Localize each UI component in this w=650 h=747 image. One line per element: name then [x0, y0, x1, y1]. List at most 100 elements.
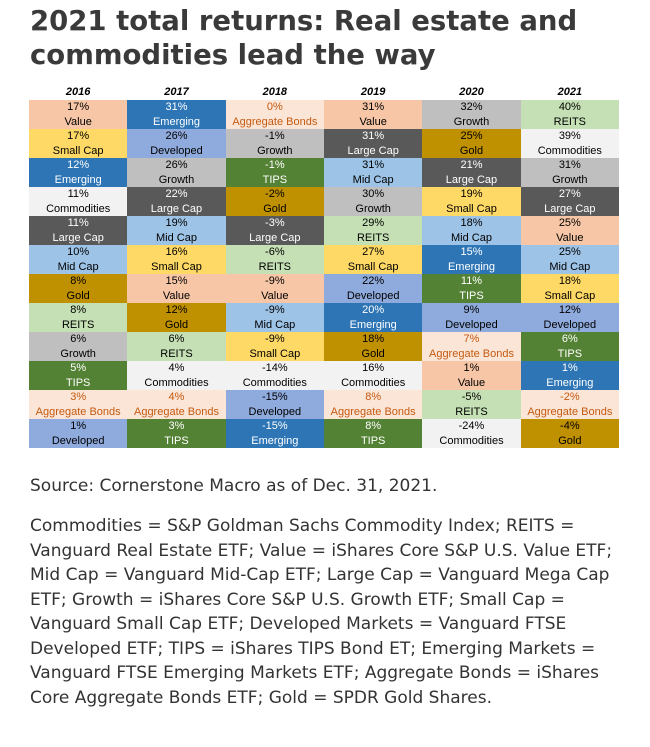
asset-class-label: Small Cap — [151, 261, 202, 273]
asset-class-label: Developed — [346, 290, 400, 302]
asset-class-label: Value — [457, 377, 486, 389]
return-value: 21% — [460, 159, 483, 171]
return-value: 15% — [165, 275, 188, 287]
return-cell: 11% Large Cap — [29, 216, 128, 245]
year-header-2020: 2020 — [459, 86, 484, 98]
return-cell: 22% Developed — [324, 274, 423, 303]
return-cell: 25% Gold — [422, 129, 521, 158]
return-value: 8% — [365, 391, 382, 403]
return-value: 8% — [70, 304, 87, 316]
asset-class-label: REITS — [455, 406, 488, 418]
asset-class-label: Mid Cap — [352, 174, 394, 186]
return-value: 40% — [558, 101, 581, 113]
return-cell: 19% Small Cap — [422, 187, 521, 216]
source-note: Source: Cornerstone Macro as of Dec. 31,… — [30, 476, 438, 496]
return-cell: 10% Mid Cap — [29, 245, 128, 274]
return-value: 7% — [463, 333, 480, 345]
return-cell: 1% Emerging — [520, 361, 619, 390]
return-value: 27% — [362, 246, 385, 258]
asset-class-label: Value — [556, 232, 584, 244]
return-cell: 19% Mid Cap — [127, 216, 226, 245]
return-cell: 18% Small Cap — [520, 274, 619, 303]
asset-class-label: Large Cap — [347, 145, 399, 157]
return-value: 22% — [362, 275, 385, 287]
asset-class-label: Developed — [150, 145, 203, 157]
year-header-2021: 2021 — [557, 86, 583, 98]
asset-class-label: Mid Cap — [254, 319, 296, 331]
return-value: 3% — [70, 391, 87, 403]
asset-class-label: Large Cap — [544, 203, 596, 215]
asset-class-label: Mid Cap — [156, 232, 197, 244]
return-value: -9% — [265, 304, 285, 316]
asset-class-label: Value — [359, 116, 387, 128]
return-cell: 18% Gold — [324, 332, 423, 361]
return-cell: 17% Value — [29, 100, 128, 129]
return-cell: 31% Emerging — [127, 100, 226, 129]
return-value: 32% — [460, 101, 483, 113]
year-header-2018: 2018 — [262, 86, 288, 98]
return-cell: 25% Mid Cap — [520, 245, 619, 274]
return-value: 19% — [165, 217, 188, 229]
return-cell: 30% Growth — [324, 187, 423, 216]
return-cell: 12% Gold — [127, 303, 226, 332]
return-value: 18% — [558, 275, 581, 287]
return-value: 22% — [165, 188, 188, 200]
return-cell: 0% Aggregate Bonds — [225, 100, 324, 129]
return-value: 4% — [168, 391, 185, 403]
return-cell: -6% REITS — [225, 245, 324, 274]
asset-class-label: Small Cap — [544, 290, 596, 302]
asset-class-label: REITS — [258, 261, 292, 273]
asset-class-label: Mid Cap — [57, 261, 99, 273]
return-value: 18% — [362, 333, 385, 345]
return-cell: -1% TIPS — [225, 158, 324, 187]
return-value: 8% — [70, 275, 87, 287]
return-value: -3% — [265, 217, 285, 229]
return-cell: 3% Aggregate Bonds — [29, 390, 128, 419]
asset-class-label: Gold — [459, 145, 484, 157]
asset-class-label: Small Cap — [347, 261, 399, 273]
asset-class-label: Aggregate Bonds — [232, 116, 318, 128]
return-cell: 25% Value — [520, 216, 619, 245]
asset-class-label: Gold — [66, 290, 90, 302]
chart-title: 2021 total returns: Real estate and comm… — [30, 5, 578, 71]
return-cell: -3% Large Cap — [225, 216, 324, 245]
year-header-2017: 2017 — [164, 86, 189, 98]
asset-class-label: Growth — [355, 203, 391, 215]
asset-class-label: REITS — [356, 232, 390, 244]
return-cell: -24% Commodities — [422, 419, 521, 448]
return-value: 9% — [463, 304, 480, 316]
asset-class-label: Small Cap — [52, 145, 104, 157]
return-value: -1% — [265, 159, 285, 171]
return-cell: 4% Commodities — [127, 361, 226, 390]
asset-class-label: TIPS — [557, 348, 583, 360]
return-value: 26% — [165, 130, 188, 142]
asset-class-label: Aggregate Bonds — [330, 406, 416, 418]
asset-class-label: Value — [64, 116, 92, 128]
return-value: 12% — [165, 304, 188, 316]
return-value: 10% — [67, 246, 90, 258]
return-value: 26% — [165, 159, 188, 171]
return-cell: 39% Commodities — [520, 129, 619, 158]
return-cell: -15% Emerging — [225, 419, 324, 448]
return-cell: 22% Large Cap — [127, 187, 226, 216]
return-cell: 8% TIPS — [324, 419, 423, 448]
asset-class-label: Large Cap — [249, 232, 301, 244]
return-cell: 11% TIPS — [422, 274, 521, 303]
asset-class-label: Aggregate Bonds — [133, 406, 219, 418]
return-cell: 6% Growth — [29, 332, 128, 361]
asset-class-label: REITS — [553, 116, 587, 128]
asset-class-label: Developed — [51, 435, 105, 447]
return-cell: 29% REITS — [324, 216, 423, 245]
return-value: 6% — [561, 333, 578, 345]
return-value: 1% — [463, 362, 480, 374]
return-cell: 12% Developed — [520, 303, 619, 332]
return-cell: 12% Emerging — [29, 158, 128, 187]
asset-class-label: Growth — [158, 174, 195, 186]
asset-class-label: TIPS — [459, 290, 484, 302]
return-value: 1% — [561, 362, 578, 374]
return-cell: -1% Growth — [225, 129, 324, 158]
return-value: -14% — [261, 362, 288, 374]
return-cell: -14% Commodities — [225, 361, 324, 390]
asset-class-label: Growth — [453, 116, 490, 128]
return-value: 6% — [168, 333, 185, 345]
